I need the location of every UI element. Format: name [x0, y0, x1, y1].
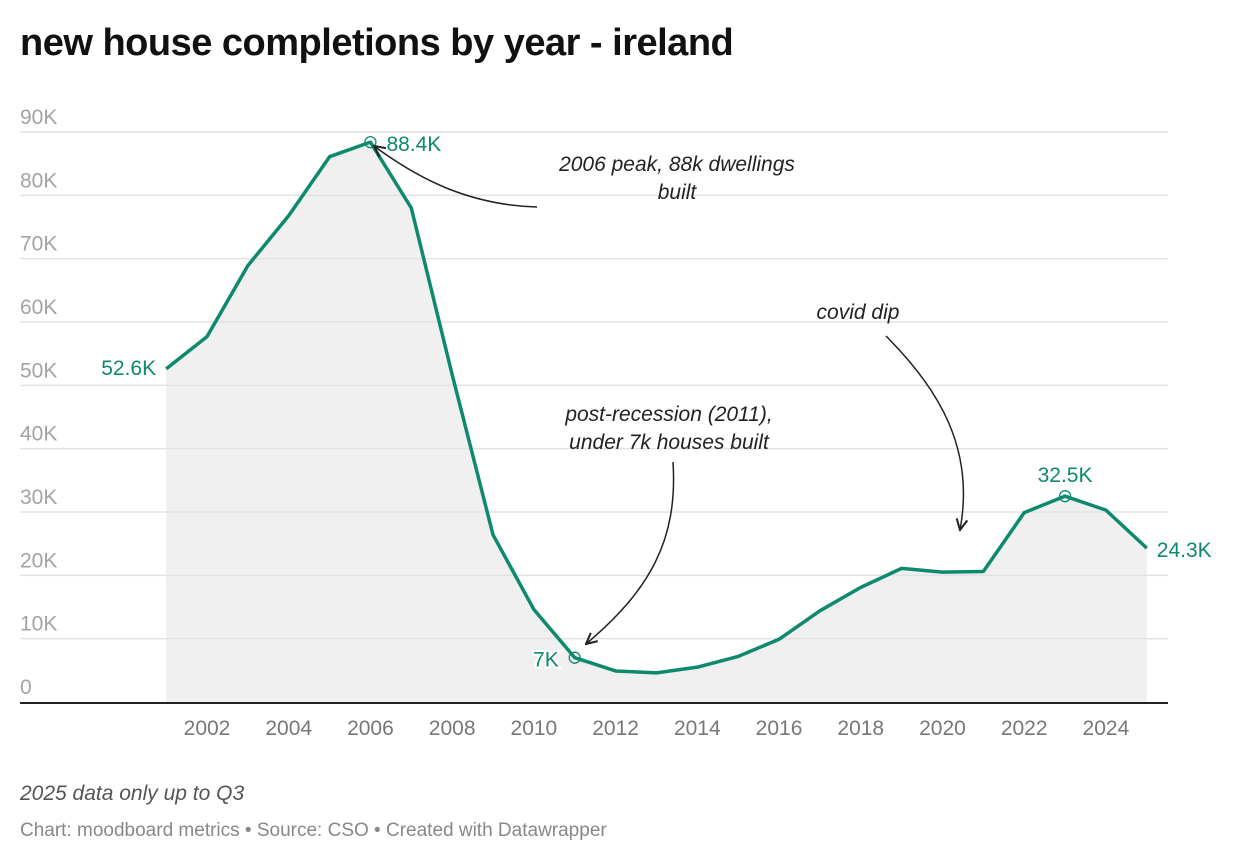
annotation-text: built [658, 181, 698, 204]
x-tick-label: 2008 [429, 717, 476, 740]
data-label: 24.3K [1157, 539, 1212, 562]
y-tick-label: 20K [20, 549, 57, 572]
x-tick-label: 2010 [511, 717, 558, 740]
annotation-text: post-recession (2011), [564, 403, 772, 426]
y-tick-label: 60K [20, 296, 57, 319]
y-tick-label: 30K [20, 486, 57, 509]
chart-credit: Chart: moodboard metrics • Source: CSO •… [20, 820, 607, 841]
y-tick-label: 50K [20, 359, 57, 382]
x-tick-label: 2018 [837, 717, 884, 740]
data-label: 52.6K [101, 357, 156, 380]
chart-title: new house completions by year - ireland [20, 22, 734, 64]
annotation-arrow [885, 335, 963, 530]
x-tick-label: 2002 [184, 717, 231, 740]
x-tick-label: 2024 [1083, 717, 1130, 740]
area-fill [166, 142, 1147, 703]
x-tick-label: 2020 [919, 717, 966, 740]
x-tick-label: 2012 [592, 717, 639, 740]
x-tick-label: 2004 [265, 717, 312, 740]
point-marker [364, 135, 377, 149]
annotation-text: covid dip [817, 301, 900, 324]
annotation-text: 2006 peak, 88k dwellings [558, 153, 795, 176]
annotation-arrow [586, 461, 675, 644]
chart-note: 2025 data only up to Q3 [20, 782, 245, 805]
y-tick-label: 80K [20, 169, 57, 192]
y-tick-label: 10K [20, 613, 57, 636]
annotation-arrow [374, 146, 538, 208]
x-tick-label: 2014 [674, 717, 721, 740]
y-tick-label: 40K [20, 423, 57, 446]
y-tick-label: 0 [20, 676, 32, 699]
x-tick-label: 2006 [347, 717, 394, 740]
y-tick-label: 70K [20, 233, 57, 256]
series-line [165, 140, 1148, 675]
data-label: 7K [533, 649, 559, 672]
point-marker [1058, 490, 1072, 503]
annotation-text: under 7k houses built [569, 431, 770, 454]
y-tick-label: 90K [20, 106, 57, 129]
x-tick-label: 2022 [1001, 717, 1048, 740]
x-tick-label: 2016 [756, 717, 803, 740]
point-marker [568, 651, 581, 664]
data-label: 88.4K [386, 133, 441, 156]
data-label: 32.5K [1038, 464, 1093, 487]
